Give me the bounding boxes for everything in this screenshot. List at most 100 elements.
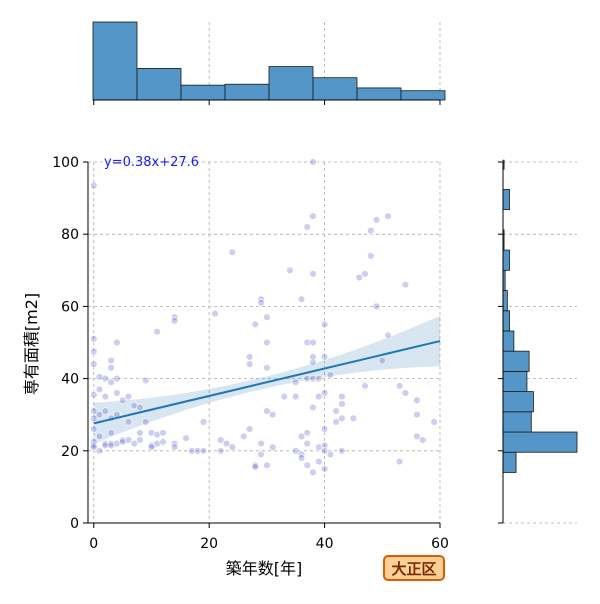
scatter-point: [292, 378, 300, 386]
scatter-point: [130, 402, 138, 410]
scatter-point: [95, 373, 104, 381]
scatter-point: [413, 396, 421, 404]
scatter-point: [263, 407, 271, 415]
scatter-point: [257, 299, 265, 307]
scatter-point: [107, 364, 115, 372]
scatter-point: [309, 270, 317, 278]
scatter-point: [309, 353, 317, 361]
scatter-point: [430, 418, 438, 426]
scatter-point: [413, 432, 421, 441]
scatter-point: [320, 353, 329, 361]
scatter-point: [147, 443, 156, 451]
scatter-point: [292, 447, 300, 455]
scatter-point: [90, 414, 98, 422]
marginal-x-bar: [356, 87, 402, 101]
scatter-point: [303, 461, 311, 469]
scatter-point: [309, 158, 317, 166]
scatter-point: [263, 313, 271, 321]
scatter-point: [118, 396, 127, 404]
scatter-point: [395, 382, 404, 390]
y-axis-label: 専有面積[m2]: [22, 293, 41, 395]
scatter-point: [245, 425, 254, 433]
scatter-point: [263, 461, 271, 469]
marginal-x-bar: [224, 83, 270, 101]
scatter-point: [303, 223, 311, 231]
marginal-y-bar: [502, 350, 530, 372]
scatter-point: [251, 320, 260, 329]
scatter-point: [320, 447, 329, 455]
scatter-point: [182, 434, 190, 442]
scatter-point: [90, 391, 98, 399]
scatter-point: [280, 392, 288, 401]
marginal-y-bar: [502, 330, 515, 352]
scatter-point: [193, 447, 202, 455]
scatter-point: [367, 226, 375, 235]
scatter-point: [124, 392, 133, 401]
marginal-x-histogram: [92, 21, 446, 105]
scatter-point: [367, 252, 375, 260]
scatter-point: [124, 436, 133, 444]
scatter-point: [338, 447, 346, 455]
scatter-point: [395, 457, 404, 466]
marginal-y-bar: [502, 249, 510, 271]
scatter-point: [401, 281, 410, 289]
scatter-point: [95, 385, 104, 394]
x-axis-label: 築年数[年]: [226, 559, 303, 578]
marginal-y-bar: [502, 411, 532, 433]
scatter-point: [90, 407, 98, 415]
scatter-point: [90, 443, 98, 451]
scatter-point: [269, 411, 277, 419]
scatter-point: [211, 309, 219, 318]
scatter-point: [228, 248, 237, 257]
scatter-plot-area: 0 20 40 60 0 20 40 60 80 100: [52, 155, 449, 552]
scatter-point: [332, 407, 340, 415]
scatter-point: [292, 392, 300, 401]
scatter-point: [147, 441, 156, 450]
x-tick-label: 60: [431, 536, 449, 552]
marginal-y-bar: [502, 290, 508, 312]
scatter-point: [107, 441, 115, 450]
scatter-point: [118, 436, 127, 444]
scatter-point: [361, 382, 369, 390]
scatter-point: [245, 360, 254, 368]
scatter-point: [101, 407, 110, 415]
scatter-point: [320, 425, 329, 433]
scatter-point: [320, 441, 329, 450]
scatter-point: [217, 447, 225, 455]
scatter-point: [326, 450, 335, 459]
scatter-point: [320, 389, 329, 397]
scatter-point: [309, 338, 317, 347]
scatter-point: [326, 371, 335, 379]
scatter-point: [90, 347, 98, 356]
marginal-y-bar: [502, 431, 578, 453]
scatter-point: [136, 436, 144, 444]
scatter-point: [372, 216, 381, 224]
scatter-point: [95, 411, 104, 419]
scatter-point: [153, 439, 161, 448]
regression-line: [93, 340, 441, 425]
scatter-point: [320, 465, 329, 473]
marginal-x-bar: [400, 90, 446, 101]
scatter-point: [361, 270, 369, 278]
scatter-point: [101, 441, 110, 450]
scatter-point: [101, 374, 110, 383]
scatter-point: [263, 364, 271, 372]
marginal-x-bar: [136, 68, 182, 101]
scatter-point: [101, 439, 110, 448]
marginal-x-bar: [180, 84, 226, 101]
scatter-point: [107, 378, 115, 386]
scatter-point: [372, 302, 381, 311]
scatter-point: [297, 454, 306, 462]
scatter-point: [90, 441, 98, 450]
scatter-point: [384, 212, 392, 220]
y-tick-label: 100: [52, 155, 79, 171]
scatter-point: [101, 392, 110, 401]
marginal-x-bar: [268, 66, 314, 101]
scatter-point: [113, 389, 121, 397]
scatter-point: [315, 443, 323, 451]
scatter-point: [263, 338, 271, 347]
scatter-point: [153, 328, 161, 336]
scatter-point: [95, 432, 104, 441]
